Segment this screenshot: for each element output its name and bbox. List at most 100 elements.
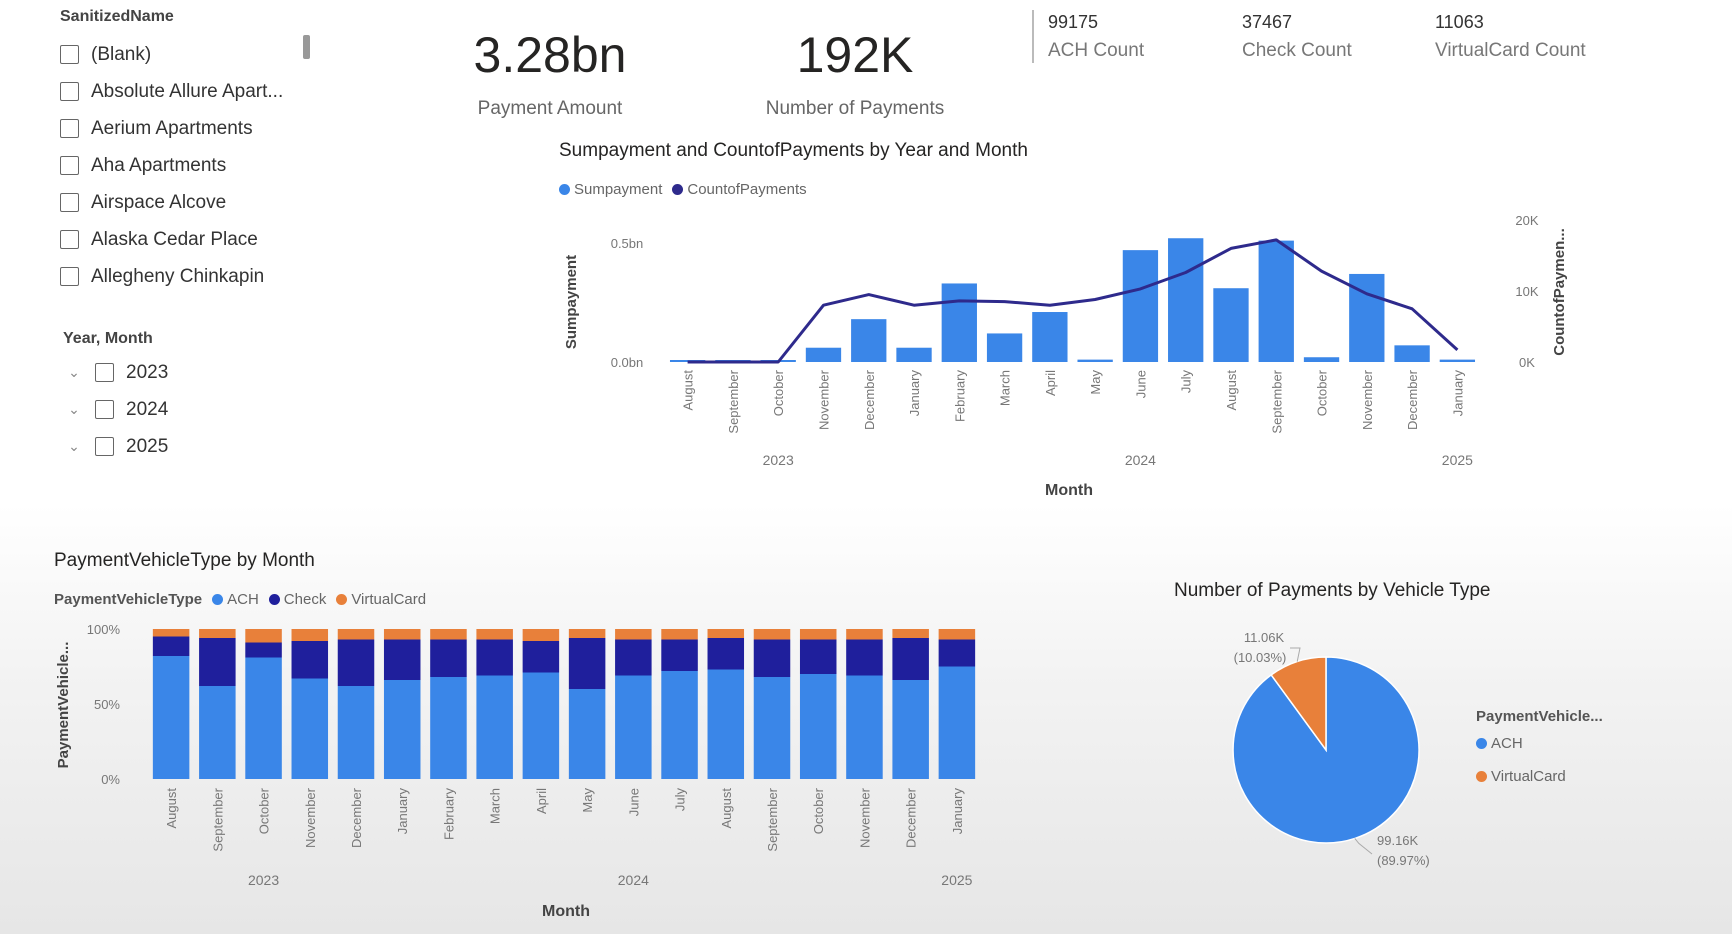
data-label: 11.06K	[1244, 630, 1285, 645]
stacked-segment	[753, 677, 791, 779]
kpi-label: Payment Amount	[477, 98, 623, 119]
bar	[1258, 240, 1294, 362]
checkbox[interactable]	[95, 363, 114, 382]
legend-item-virtualcard[interactable]: VirtualCard	[1476, 768, 1593, 785]
slicer-item[interactable]: Alaska Cedar Place	[60, 221, 320, 258]
leader-line	[1354, 838, 1373, 855]
legend-label: ACH	[227, 591, 259, 608]
x-tick-label: February	[952, 370, 967, 423]
slicer-item[interactable]: Airspace Alcove	[60, 184, 320, 221]
checkbox[interactable]	[60, 193, 79, 212]
slicer-item[interactable]: Aha Apartments	[60, 147, 320, 184]
stacked-segment	[568, 629, 606, 638]
checkbox[interactable]	[60, 230, 79, 249]
data-label: (89.97%)	[1377, 853, 1430, 868]
year-label: 2024	[618, 872, 649, 888]
slicer-title: Year, Month	[63, 330, 153, 347]
stacked-segment	[522, 672, 560, 779]
slicer-item[interactable]: Absolute Allure Apart...	[60, 73, 320, 110]
y-tick-label: 0.0bn	[611, 355, 644, 370]
bar	[1439, 359, 1476, 362]
chevron-down-icon[interactable]: ⌄	[68, 364, 80, 380]
stacked-segment	[199, 629, 236, 638]
legend-item-check[interactable]: Check	[268, 591, 326, 608]
kpi-value: 3.28bn	[473, 27, 627, 83]
stacked-segment	[892, 638, 929, 680]
slicer-item[interactable]: Aerium Apartments	[60, 110, 320, 147]
data-label: (10.03%)	[1234, 650, 1287, 665]
legend-title: PaymentVehicleType	[54, 591, 203, 608]
y-tick-label: 0%	[101, 772, 120, 787]
stacked-segment	[245, 657, 282, 779]
x-tick-label: June	[626, 788, 641, 816]
year-label: 2025	[1442, 452, 1473, 468]
stacked-segment	[291, 629, 329, 641]
stacked-segment	[753, 639, 791, 677]
stacked-segment	[799, 674, 837, 779]
kpi-label: Check Count	[1242, 40, 1352, 61]
checkbox[interactable]	[60, 119, 79, 138]
legend-item-virtualcard[interactable]: VirtualCard	[336, 591, 426, 608]
legend-item-countofpayments[interactable]: CountofPayments	[672, 181, 807, 198]
stacked-segment	[892, 629, 929, 638]
x-tick-label: January	[907, 370, 922, 417]
year-item[interactable]: ⌄ 2023	[63, 354, 303, 391]
checkbox[interactable]	[60, 45, 79, 64]
ach-count-card: 99175 ACH Count	[1048, 12, 1144, 62]
slicer-item-label: Alaska Cedar Place	[91, 228, 258, 250]
chevron-down-icon[interactable]: ⌄	[68, 401, 80, 417]
stacked-segment	[661, 639, 698, 671]
bar	[986, 333, 1023, 362]
kpi-value: 192K	[796, 27, 914, 83]
year-item-label: 2025	[126, 435, 169, 457]
legend-dot	[1476, 771, 1487, 782]
year-label: 2025	[941, 872, 972, 888]
bar	[805, 347, 842, 362]
stacked-segment	[337, 629, 375, 640]
bar	[1122, 250, 1159, 362]
x-tick-label: September	[765, 787, 780, 851]
slicer-scrollbar[interactable]	[303, 35, 310, 59]
x-tick-label: November	[816, 369, 831, 430]
slicer-item[interactable]: (Blank)	[60, 36, 320, 73]
combo-chart-title: Sumpayment and CountofPayments by Year a…	[559, 140, 1028, 161]
x-tick-label: December	[862, 369, 877, 430]
checkbox[interactable]	[60, 82, 79, 101]
legend-title: PaymentVehicle...	[1476, 708, 1603, 725]
year-item-label: 2024	[126, 398, 169, 420]
stacked-segment	[245, 629, 282, 643]
checkbox[interactable]	[95, 400, 114, 419]
combo-chart-legend: Sumpayment CountofPayments	[559, 181, 817, 198]
year-item[interactable]: ⌄ 2025	[63, 428, 303, 465]
stacked-segment	[707, 629, 745, 638]
stacked-segment	[476, 675, 513, 779]
virtualcard-count-card: 11063 VirtualCard Count	[1435, 12, 1586, 62]
slicer-item[interactable]: Allegheny Chinkapin	[60, 258, 320, 288]
x-tick-label: September	[210, 787, 225, 851]
stacked-segment	[846, 675, 883, 779]
y-axis-title: PaymentVehicle...	[55, 642, 72, 769]
legend-item-sumpayment[interactable]: Sumpayment	[559, 181, 662, 198]
x-tick-label: March	[488, 788, 503, 824]
legend-label: VirtualCard	[351, 591, 427, 608]
checkbox[interactable]	[95, 437, 114, 456]
y-tick-label: 0.5bn	[611, 236, 644, 251]
slicer-item-label: (Blank)	[91, 43, 152, 65]
stacked-segment	[152, 629, 190, 637]
checkbox[interactable]	[60, 156, 79, 175]
legend-item-ach[interactable]: ACH	[212, 591, 259, 608]
checkbox[interactable]	[60, 267, 79, 286]
year-month-slicer: Year, Month ⌄ 2023 ⌄ 2024 ⌄ 2025	[63, 330, 303, 470]
x-tick-label: January	[950, 788, 965, 835]
stacked-segment	[152, 656, 190, 779]
x-tick-label: May	[580, 788, 595, 813]
stacked-segment	[245, 642, 282, 658]
stacked-segment	[799, 629, 837, 640]
legend-item-ach[interactable]: ACH	[1476, 735, 1593, 752]
year-item[interactable]: ⌄ 2024	[63, 391, 303, 428]
y2-tick-label: 0K	[1519, 355, 1535, 370]
bar	[941, 283, 977, 362]
stacked-segment	[337, 686, 375, 779]
chevron-down-icon[interactable]: ⌄	[68, 438, 80, 454]
